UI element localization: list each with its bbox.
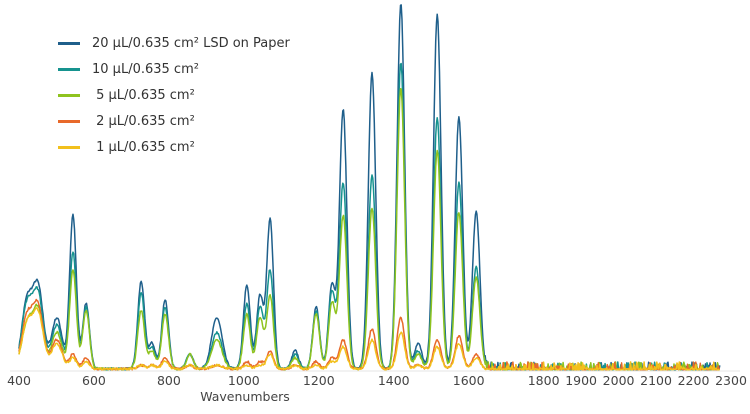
x-tick-label: 1900 — [565, 373, 597, 388]
legend-item: 10 µL/0.635 cm² — [58, 56, 290, 82]
legend-item: 5 µL/0.635 cm² — [58, 82, 290, 108]
x-tick-label: 2100 — [640, 373, 672, 388]
x-tick-label: 600 — [82, 373, 106, 388]
legend-label: 5 µL/0.635 cm² — [92, 87, 195, 103]
legend-swatch — [58, 145, 80, 149]
legend-label: 10 µL/0.635 cm² — [92, 61, 199, 77]
x-tick-label: 1600 — [453, 373, 485, 388]
legend-label: 20 µL/0.635 cm² LSD on Paper — [92, 35, 290, 51]
legend-label: 1 µL/0.635 cm² — [92, 139, 195, 155]
x-tick-label: 400 — [7, 373, 31, 388]
legend: 20 µL/0.635 cm² LSD on Paper 10 µL/0.635… — [58, 30, 290, 160]
x-tick-label: 2000 — [603, 373, 635, 388]
series-layer — [18, 4, 721, 371]
series-line-4 — [18, 307, 720, 371]
x-tick-label: 2300 — [715, 373, 747, 388]
x-tick-labels: 400 600 800 1000 1200 1400 1600 1800 1900 2000 210… — [7, 373, 747, 388]
x-tick-label: 1200 — [303, 373, 335, 388]
x-tick-label: 800 — [157, 373, 181, 388]
x-tick-label: 1000 — [228, 373, 260, 388]
legend-swatch — [58, 93, 80, 97]
x-tick-label: 1400 — [378, 373, 410, 388]
legend-label: 2 µL/0.635 cm² — [92, 113, 195, 129]
legend-item: 1 µL/0.635 cm² — [58, 134, 290, 160]
legend-swatch — [58, 67, 80, 71]
legend-item: 2 µL/0.635 cm² — [58, 108, 290, 134]
x-tick-label: 2200 — [678, 373, 710, 388]
legend-swatch — [58, 119, 80, 123]
x-tick-label: 1800 — [528, 373, 560, 388]
x-axis-label: Wavenumbers — [200, 389, 290, 404]
legend-item: 20 µL/0.635 cm² LSD on Paper — [58, 30, 290, 56]
legend-swatch — [58, 41, 80, 45]
series-line-3 — [18, 298, 721, 371]
